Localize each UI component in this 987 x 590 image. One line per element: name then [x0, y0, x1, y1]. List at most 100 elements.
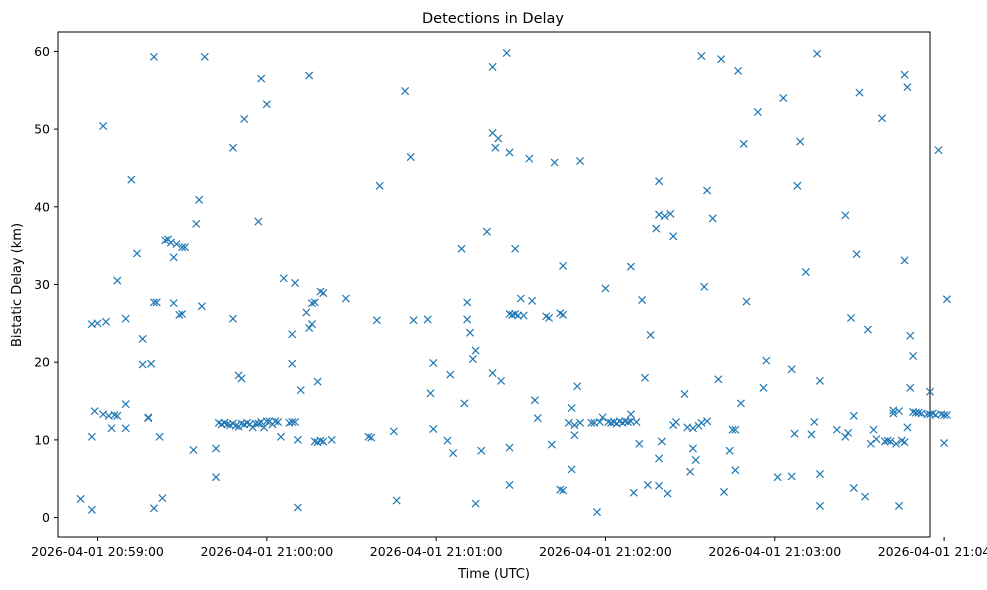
- detection-marker: [725, 446, 734, 455]
- detection-marker: [773, 473, 782, 482]
- detection-marker: [313, 377, 322, 386]
- detection-marker: [200, 52, 209, 61]
- detection-marker: [169, 299, 178, 308]
- detection-marker: [101, 317, 110, 326]
- detection-marker: [852, 250, 861, 259]
- detection-marker: [872, 435, 881, 444]
- x-tick-label: 2026-04-01 21:02:00: [539, 544, 672, 559]
- detection-marker: [107, 424, 116, 433]
- y-tick-label: 30: [34, 277, 50, 292]
- detection-marker: [680, 390, 689, 399]
- detection-marker: [832, 425, 841, 434]
- detection-marker: [477, 446, 486, 455]
- detection-marker: [302, 308, 311, 317]
- detection-marker: [307, 320, 317, 329]
- detection-marker: [861, 492, 870, 501]
- detection-marker: [703, 186, 712, 195]
- y-tick-label: 40: [34, 199, 50, 214]
- detection-marker: [739, 139, 748, 148]
- detection-marker: [178, 243, 187, 252]
- detection-marker: [547, 440, 556, 449]
- detection-marker: [646, 330, 655, 340]
- detection-marker: [288, 359, 297, 368]
- detection-marker: [389, 427, 398, 436]
- detection-marker: [138, 360, 147, 369]
- detection-marker: [327, 435, 336, 444]
- detection-marker: [288, 417, 297, 427]
- detection-marker: [172, 240, 181, 249]
- detection-marker: [516, 294, 525, 303]
- detection-marker: [460, 399, 469, 408]
- detection-marker: [110, 410, 119, 420]
- detection-marker: [488, 62, 497, 71]
- x-tick-label: 2026-04-01 20:59:00: [31, 544, 164, 559]
- detection-marker: [813, 49, 822, 58]
- detection-marker: [429, 358, 438, 367]
- detection-marker: [121, 400, 130, 409]
- detection-marker: [511, 244, 520, 253]
- detection-marker: [866, 439, 875, 448]
- detection-marker: [465, 328, 475, 337]
- detection-marker: [505, 148, 514, 157]
- x-tick-label: 2026-04-01 21:03:00: [708, 544, 841, 559]
- detection-marker: [178, 309, 187, 319]
- detection-marker: [669, 232, 678, 241]
- detection-marker: [525, 154, 534, 163]
- detection-marker: [556, 485, 565, 494]
- detection-marker: [248, 423, 257, 432]
- detection-marker: [197, 302, 206, 311]
- detection-marker: [228, 143, 237, 152]
- detection-marker: [149, 52, 158, 61]
- detection-marker: [468, 355, 477, 364]
- detection-marker: [736, 399, 745, 408]
- detection-marker: [293, 503, 302, 512]
- detection-marker: [409, 316, 418, 325]
- detection-marker: [807, 430, 816, 439]
- detection-marker: [231, 421, 240, 430]
- detection-marker: [894, 501, 903, 510]
- detection-marker: [841, 432, 850, 441]
- detection-marker: [491, 143, 500, 152]
- detection-marker: [559, 486, 568, 495]
- detection-marker: [815, 470, 824, 479]
- detection-marker: [505, 480, 514, 489]
- y-tick-label: 60: [34, 44, 50, 59]
- detection-marker: [564, 418, 573, 427]
- detection-marker: [940, 438, 949, 448]
- detection-marker: [189, 445, 198, 455]
- y-tick-label: 20: [34, 355, 50, 370]
- detection-marker: [423, 315, 432, 324]
- detection-marker: [934, 146, 943, 155]
- detection-marker: [762, 356, 771, 365]
- detection-marker: [878, 114, 887, 123]
- detection-marker: [161, 236, 170, 245]
- detection-marker: [626, 410, 635, 419]
- detection-marker: [121, 314, 130, 323]
- detection-marker: [169, 253, 178, 262]
- detection-marker: [894, 407, 903, 416]
- detection-marker: [626, 262, 635, 271]
- detection-marker: [341, 294, 350, 303]
- detection-marker: [640, 373, 650, 382]
- detection-marker: [288, 330, 297, 339]
- detection-marker: [652, 224, 661, 233]
- detection-marker: [276, 432, 285, 441]
- detection-marker: [719, 487, 729, 496]
- detection-marker: [240, 114, 249, 124]
- detection-marker: [925, 387, 935, 396]
- detection-marker: [801, 268, 810, 277]
- detection-marker: [601, 284, 610, 293]
- detection-marker: [914, 408, 923, 417]
- detection-marker: [291, 278, 300, 287]
- detection-marker: [545, 313, 554, 322]
- detection-marker: [624, 417, 633, 427]
- detection-marker: [471, 346, 480, 355]
- detection-marker: [533, 414, 542, 423]
- detection-marker: [262, 100, 271, 109]
- detection-marker: [863, 325, 872, 334]
- detection-marker: [305, 71, 314, 80]
- detection-marker: [482, 227, 491, 236]
- detection-marker: [138, 334, 147, 343]
- detection-marker: [573, 382, 582, 391]
- detection-marker: [567, 404, 576, 413]
